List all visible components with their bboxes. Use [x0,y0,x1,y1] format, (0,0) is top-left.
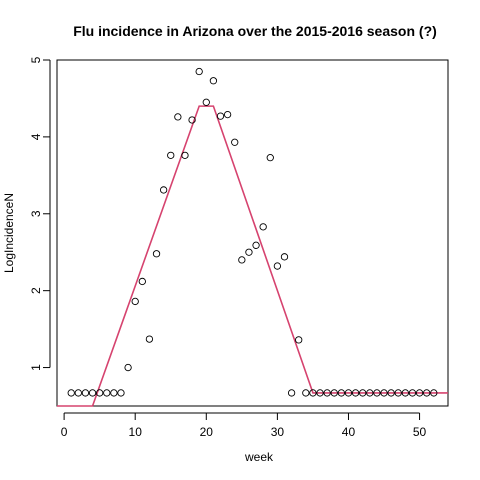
data-point [337,389,346,397]
y-tick-label: 1 [29,364,43,371]
x-axis-label: week [244,450,274,464]
x-tick-label: 30 [271,425,285,439]
fit-line [57,105,448,407]
data-point [202,98,210,106]
y-axis-label: LogIncidenceN [2,193,16,273]
data-point [330,389,338,397]
x-axis: 0 10 20 30 40 50 [61,412,427,439]
x-tick-label: 10 [129,425,143,439]
data-point [167,151,175,159]
data-point [117,389,125,397]
data-point [138,277,146,286]
data-point [195,67,203,76]
data-point [124,363,132,372]
data-point [295,336,303,344]
data-point [74,389,82,397]
data-point [323,389,331,397]
data-point [415,389,424,397]
data-point [67,389,75,397]
y-axis: 1 2 3 4 5 [29,56,51,371]
y-tick-label: 3 [29,210,43,217]
x-tick-label: 20 [200,425,214,439]
data-point [280,253,289,261]
data-point [344,389,353,397]
data-point [103,389,111,397]
data-point [309,389,317,397]
data-point [231,138,239,146]
data-point [88,389,97,397]
data-point [351,389,360,397]
data-point [273,262,282,270]
data-point [188,116,196,124]
data-point [96,389,104,397]
data-point [152,250,161,258]
data-point [245,248,253,256]
data-point [238,256,246,264]
data-point [316,389,324,397]
fit-layer [57,105,448,407]
data-point [81,389,90,397]
data-point [394,389,402,397]
plot-frame [56,59,449,407]
y-tick-label: 2 [29,287,43,294]
data-point [209,77,218,85]
data-point [401,389,409,397]
data-point [380,389,388,397]
x-tick-label: 40 [342,425,356,439]
data-point [131,297,139,306]
data-point [145,335,154,343]
data-point [408,389,417,397]
data-point [266,153,274,162]
y-tick-label: 5 [29,56,43,63]
data-point [174,113,182,121]
data-point [287,389,296,397]
data-point [373,389,381,397]
data-point [259,223,267,231]
x-tick-label: 50 [413,425,427,439]
data-point [181,151,189,159]
data-point [110,389,118,397]
data-point [423,389,431,397]
data-point [359,389,367,397]
data-point [159,186,168,194]
y-tick-label: 4 [29,133,43,140]
data-point [252,241,260,249]
data-point [430,389,438,397]
data-point [223,110,232,119]
data-point [387,389,395,397]
points-layer [67,67,438,397]
chart-title: Flu incidence in Arizona over the 2015-2… [73,23,437,39]
data-point [366,389,374,397]
data-point [302,389,310,397]
x-tick-label: 0 [61,425,68,439]
data-point [216,112,225,120]
